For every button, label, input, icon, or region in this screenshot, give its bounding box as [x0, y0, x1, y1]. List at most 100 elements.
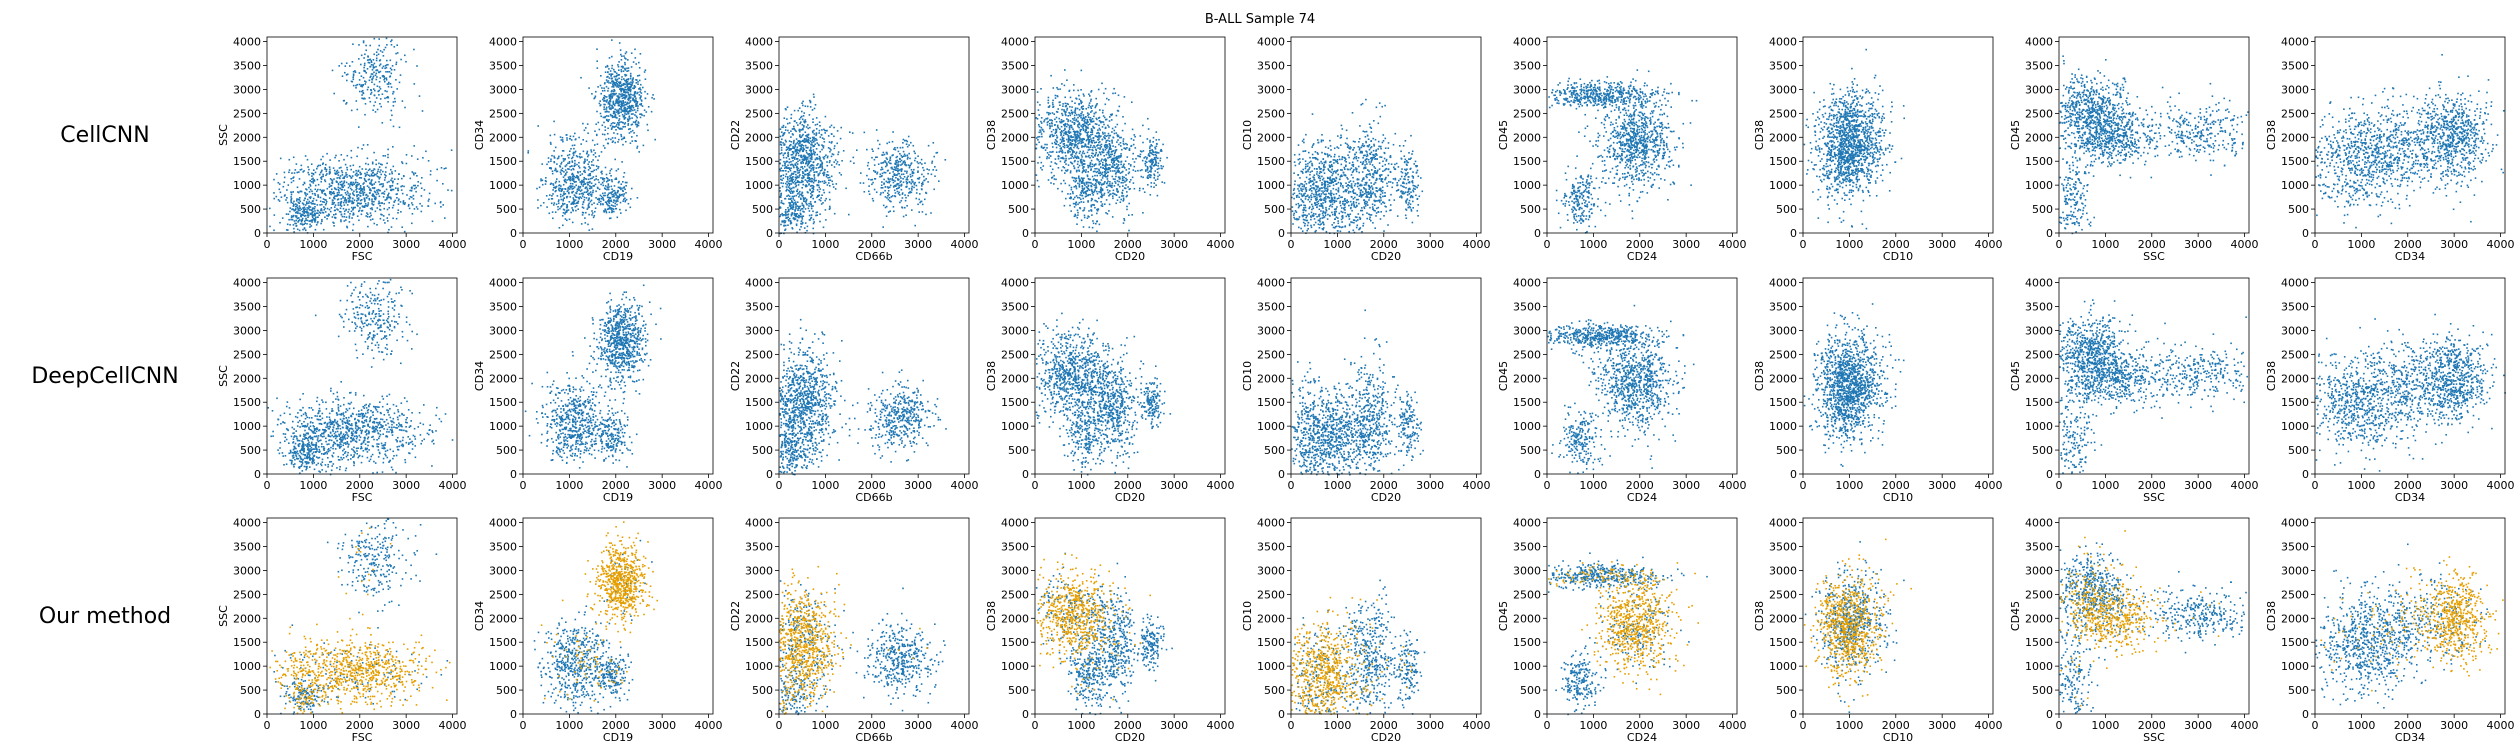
- data-point: [384, 98, 386, 100]
- data-point: [934, 166, 936, 168]
- data-point: [809, 100, 811, 102]
- data-point: [882, 187, 884, 189]
- data-point: [922, 204, 924, 206]
- data-point: [829, 207, 831, 209]
- data-point: [927, 173, 929, 175]
- data-point: [364, 201, 366, 203]
- data-point: [610, 192, 612, 194]
- data-point: [914, 225, 916, 227]
- data-point: [349, 217, 351, 219]
- data-point: [353, 224, 355, 226]
- data-point: [321, 221, 323, 223]
- data-point: [871, 148, 873, 150]
- data-point: [367, 56, 369, 58]
- data-point: [581, 184, 583, 186]
- data-point: [820, 136, 822, 138]
- data-point: [283, 186, 285, 188]
- data-point: [585, 127, 587, 129]
- data-point: [549, 213, 551, 215]
- data-point: [785, 220, 787, 222]
- data-point: [551, 195, 553, 197]
- data-point: [635, 112, 637, 114]
- data-point: [1068, 90, 1070, 92]
- data-point: [385, 199, 387, 201]
- data-point: [325, 211, 327, 213]
- data-point: [405, 61, 407, 63]
- data-point: [1040, 88, 1042, 90]
- data-point: [881, 181, 883, 183]
- data-point: [796, 190, 798, 192]
- data-point: [620, 134, 622, 136]
- data-point: [780, 170, 782, 172]
- data-point: [381, 183, 383, 185]
- data-point: [798, 207, 800, 209]
- data-point: [823, 147, 825, 149]
- data-point: [616, 208, 618, 210]
- data-point: [387, 195, 389, 197]
- data-point: [361, 94, 363, 96]
- data-point: [917, 170, 919, 172]
- data-point: [907, 141, 909, 143]
- data-point: [411, 188, 413, 190]
- data-point: [355, 87, 357, 89]
- data-point: [597, 160, 599, 162]
- data-point: [793, 167, 795, 169]
- data-point: [574, 166, 576, 168]
- data-point: [292, 177, 294, 179]
- data-point: [901, 189, 903, 191]
- data-point: [371, 198, 373, 200]
- data-point: [802, 195, 804, 197]
- data-point: [807, 106, 809, 108]
- data-point: [817, 185, 819, 187]
- data-point: [824, 200, 826, 202]
- data-point: [320, 197, 322, 199]
- data-point: [383, 219, 385, 221]
- data-point: [365, 50, 367, 52]
- data-point: [597, 187, 599, 189]
- data-point: [369, 175, 371, 177]
- data-point: [813, 96, 815, 98]
- data-point: [343, 100, 345, 102]
- data-point: [799, 170, 801, 172]
- data-point: [398, 173, 400, 175]
- y-tick-label: 2500: [233, 107, 261, 120]
- data-point: [630, 108, 632, 110]
- data-point: [790, 130, 792, 132]
- data-point: [586, 152, 588, 154]
- data-point: [899, 161, 901, 163]
- data-point: [923, 170, 925, 172]
- data-point: [933, 189, 935, 191]
- data-point: [369, 168, 371, 170]
- data-point: [326, 153, 328, 155]
- data-point: [363, 182, 365, 184]
- data-point: [605, 139, 607, 141]
- data-point: [795, 179, 797, 181]
- data-point: [928, 169, 930, 171]
- data-point: [434, 203, 436, 205]
- data-point: [919, 202, 921, 204]
- data-point: [807, 128, 809, 130]
- data-point: [339, 167, 341, 169]
- data-point: [361, 214, 363, 216]
- data-point: [563, 184, 565, 186]
- data-point: [789, 122, 791, 124]
- data-point: [617, 111, 619, 113]
- data-point: [626, 68, 628, 70]
- data-point: [612, 196, 614, 198]
- data-point: [805, 105, 807, 107]
- data-point: [406, 154, 408, 156]
- data-point: [834, 148, 836, 150]
- data-point: [609, 205, 611, 207]
- data-point: [831, 156, 833, 158]
- data-point: [371, 92, 373, 94]
- data-point: [374, 38, 376, 40]
- data-point: [809, 161, 811, 163]
- data-point: [1036, 148, 1038, 150]
- data-point: [380, 59, 382, 61]
- data-point: [352, 198, 354, 200]
- data-point: [323, 209, 325, 211]
- data-point: [573, 169, 575, 171]
- data-point: [1064, 97, 1066, 99]
- data-point: [345, 219, 347, 221]
- data-point: [391, 226, 393, 228]
